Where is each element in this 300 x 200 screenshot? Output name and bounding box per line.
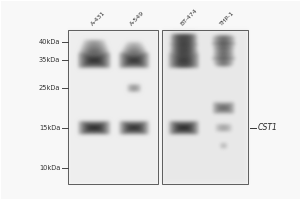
Text: THP-1: THP-1 (219, 10, 236, 27)
Text: BT-474: BT-474 (179, 8, 198, 27)
Text: 10kDa: 10kDa (39, 165, 60, 171)
Text: A-549: A-549 (130, 10, 146, 27)
Bar (68, 30, 158, 184)
Text: 15kDa: 15kDa (39, 125, 60, 131)
Text: 25kDa: 25kDa (39, 85, 60, 91)
Text: 40kDa: 40kDa (39, 39, 60, 45)
Text: A-431: A-431 (90, 10, 106, 27)
Text: CST1: CST1 (257, 123, 278, 132)
Text: 35kDa: 35kDa (39, 57, 60, 63)
Bar (162, 30, 247, 184)
